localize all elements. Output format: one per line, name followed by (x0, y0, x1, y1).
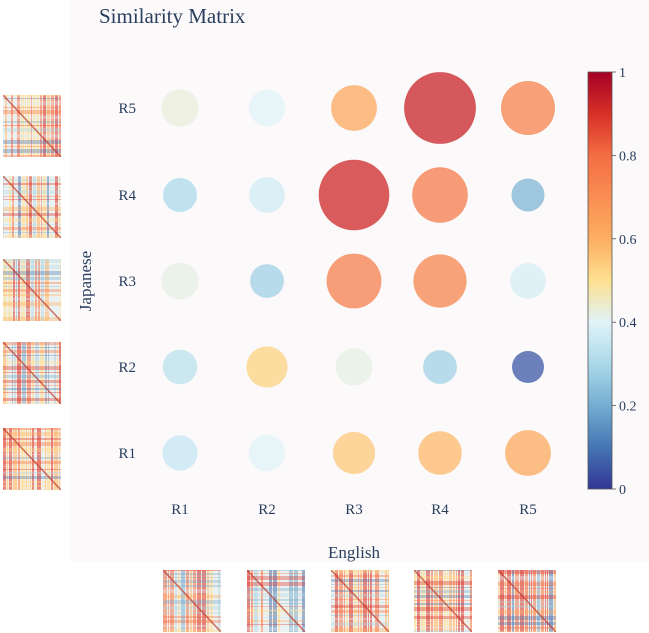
bubble-r5-r3[interactable] (510, 263, 546, 299)
y-axis-ticks: R1 R2 R3 R4 R5 (118, 101, 136, 462)
bubble-r1-r4[interactable] (163, 178, 197, 212)
bubble-r3-r1[interactable] (332, 431, 376, 475)
bubble-r5-r2[interactable] (512, 351, 544, 383)
y-tick-label: R3 (118, 274, 136, 290)
y-tick-label: R1 (118, 446, 136, 462)
x-tick-label: R2 (258, 502, 276, 518)
bubble-r4-r2[interactable] (423, 350, 457, 384)
bubble-r4-r3[interactable] (413, 254, 467, 308)
thumbnail-japanese-r4 (3, 176, 61, 238)
y-tick-label: R5 (118, 101, 136, 117)
bubble-r2-r2[interactable] (246, 346, 288, 388)
bubble-r4-r1[interactable] (418, 431, 462, 475)
bubble-r4-r4[interactable] (412, 167, 468, 223)
bubble-r3-r4[interactable] (318, 159, 390, 231)
y-tick-label: R4 (118, 188, 136, 204)
bubble-r2-r1[interactable] (248, 434, 286, 472)
thumbnail-english-r5 (498, 570, 556, 632)
bubble-layer (161, 72, 555, 476)
x-tick-label: R5 (519, 502, 537, 518)
bubble-r2-r4[interactable] (249, 177, 285, 213)
colorbar-tick-label: 0.4 (619, 316, 637, 331)
bubble-r3-r3[interactable] (326, 253, 382, 309)
bubble-r1-r5[interactable] (161, 89, 199, 127)
colorbar-tick-label: 1 (619, 66, 626, 81)
y-axis-title: Japanese (76, 251, 95, 311)
x-tick-label: R3 (345, 502, 363, 518)
x-tick-label: R4 (431, 502, 449, 518)
chart-title: Similarity Matrix (99, 4, 246, 28)
x-axis-title: English (328, 543, 380, 562)
colorbar-tick-label: 0.8 (619, 149, 637, 164)
colorbar-ticks: 0 0.2 0.4 0.6 0.8 1 (612, 66, 637, 498)
thumbnail-japanese-r2 (3, 342, 61, 404)
thumbnail-english-r3 (331, 570, 389, 632)
thumbnail-english-r2 (247, 570, 305, 632)
thumbnail-english-r4 (414, 570, 472, 632)
colorbar (587, 71, 613, 490)
colorbar-tick-label: 0 (619, 483, 626, 498)
thumbnail-japanese-r1 (3, 428, 61, 490)
thumbnail-japanese-r5 (3, 95, 61, 157)
thumbnail-english-r1 (163, 570, 221, 632)
bubble-r1-r2[interactable] (162, 349, 198, 385)
thumbnail-japanese-r3 (3, 259, 61, 321)
y-tick-label: R2 (118, 360, 136, 376)
bubble-r3-r2[interactable] (335, 348, 373, 386)
bubble-r5-r5[interactable] (501, 81, 555, 135)
x-axis-ticks: R1 R2 R3 R4 R5 (171, 502, 537, 518)
bubble-r2-r5[interactable] (248, 89, 286, 127)
bubble-r4-r5[interactable] (404, 72, 476, 144)
bubble-r3-r5[interactable] (331, 85, 377, 131)
bubble-r5-r4[interactable] (511, 178, 545, 212)
bubble-r1-r1[interactable] (162, 435, 198, 471)
bubble-r2-r3[interactable] (250, 264, 284, 298)
x-tick-label: R1 (171, 502, 189, 518)
bubble-r5-r1[interactable] (505, 430, 551, 476)
colorbar-tick-label: 0.6 (619, 233, 637, 248)
colorbar-tick-label: 0.2 (619, 400, 637, 415)
bubble-r1-r3[interactable] (161, 262, 199, 300)
